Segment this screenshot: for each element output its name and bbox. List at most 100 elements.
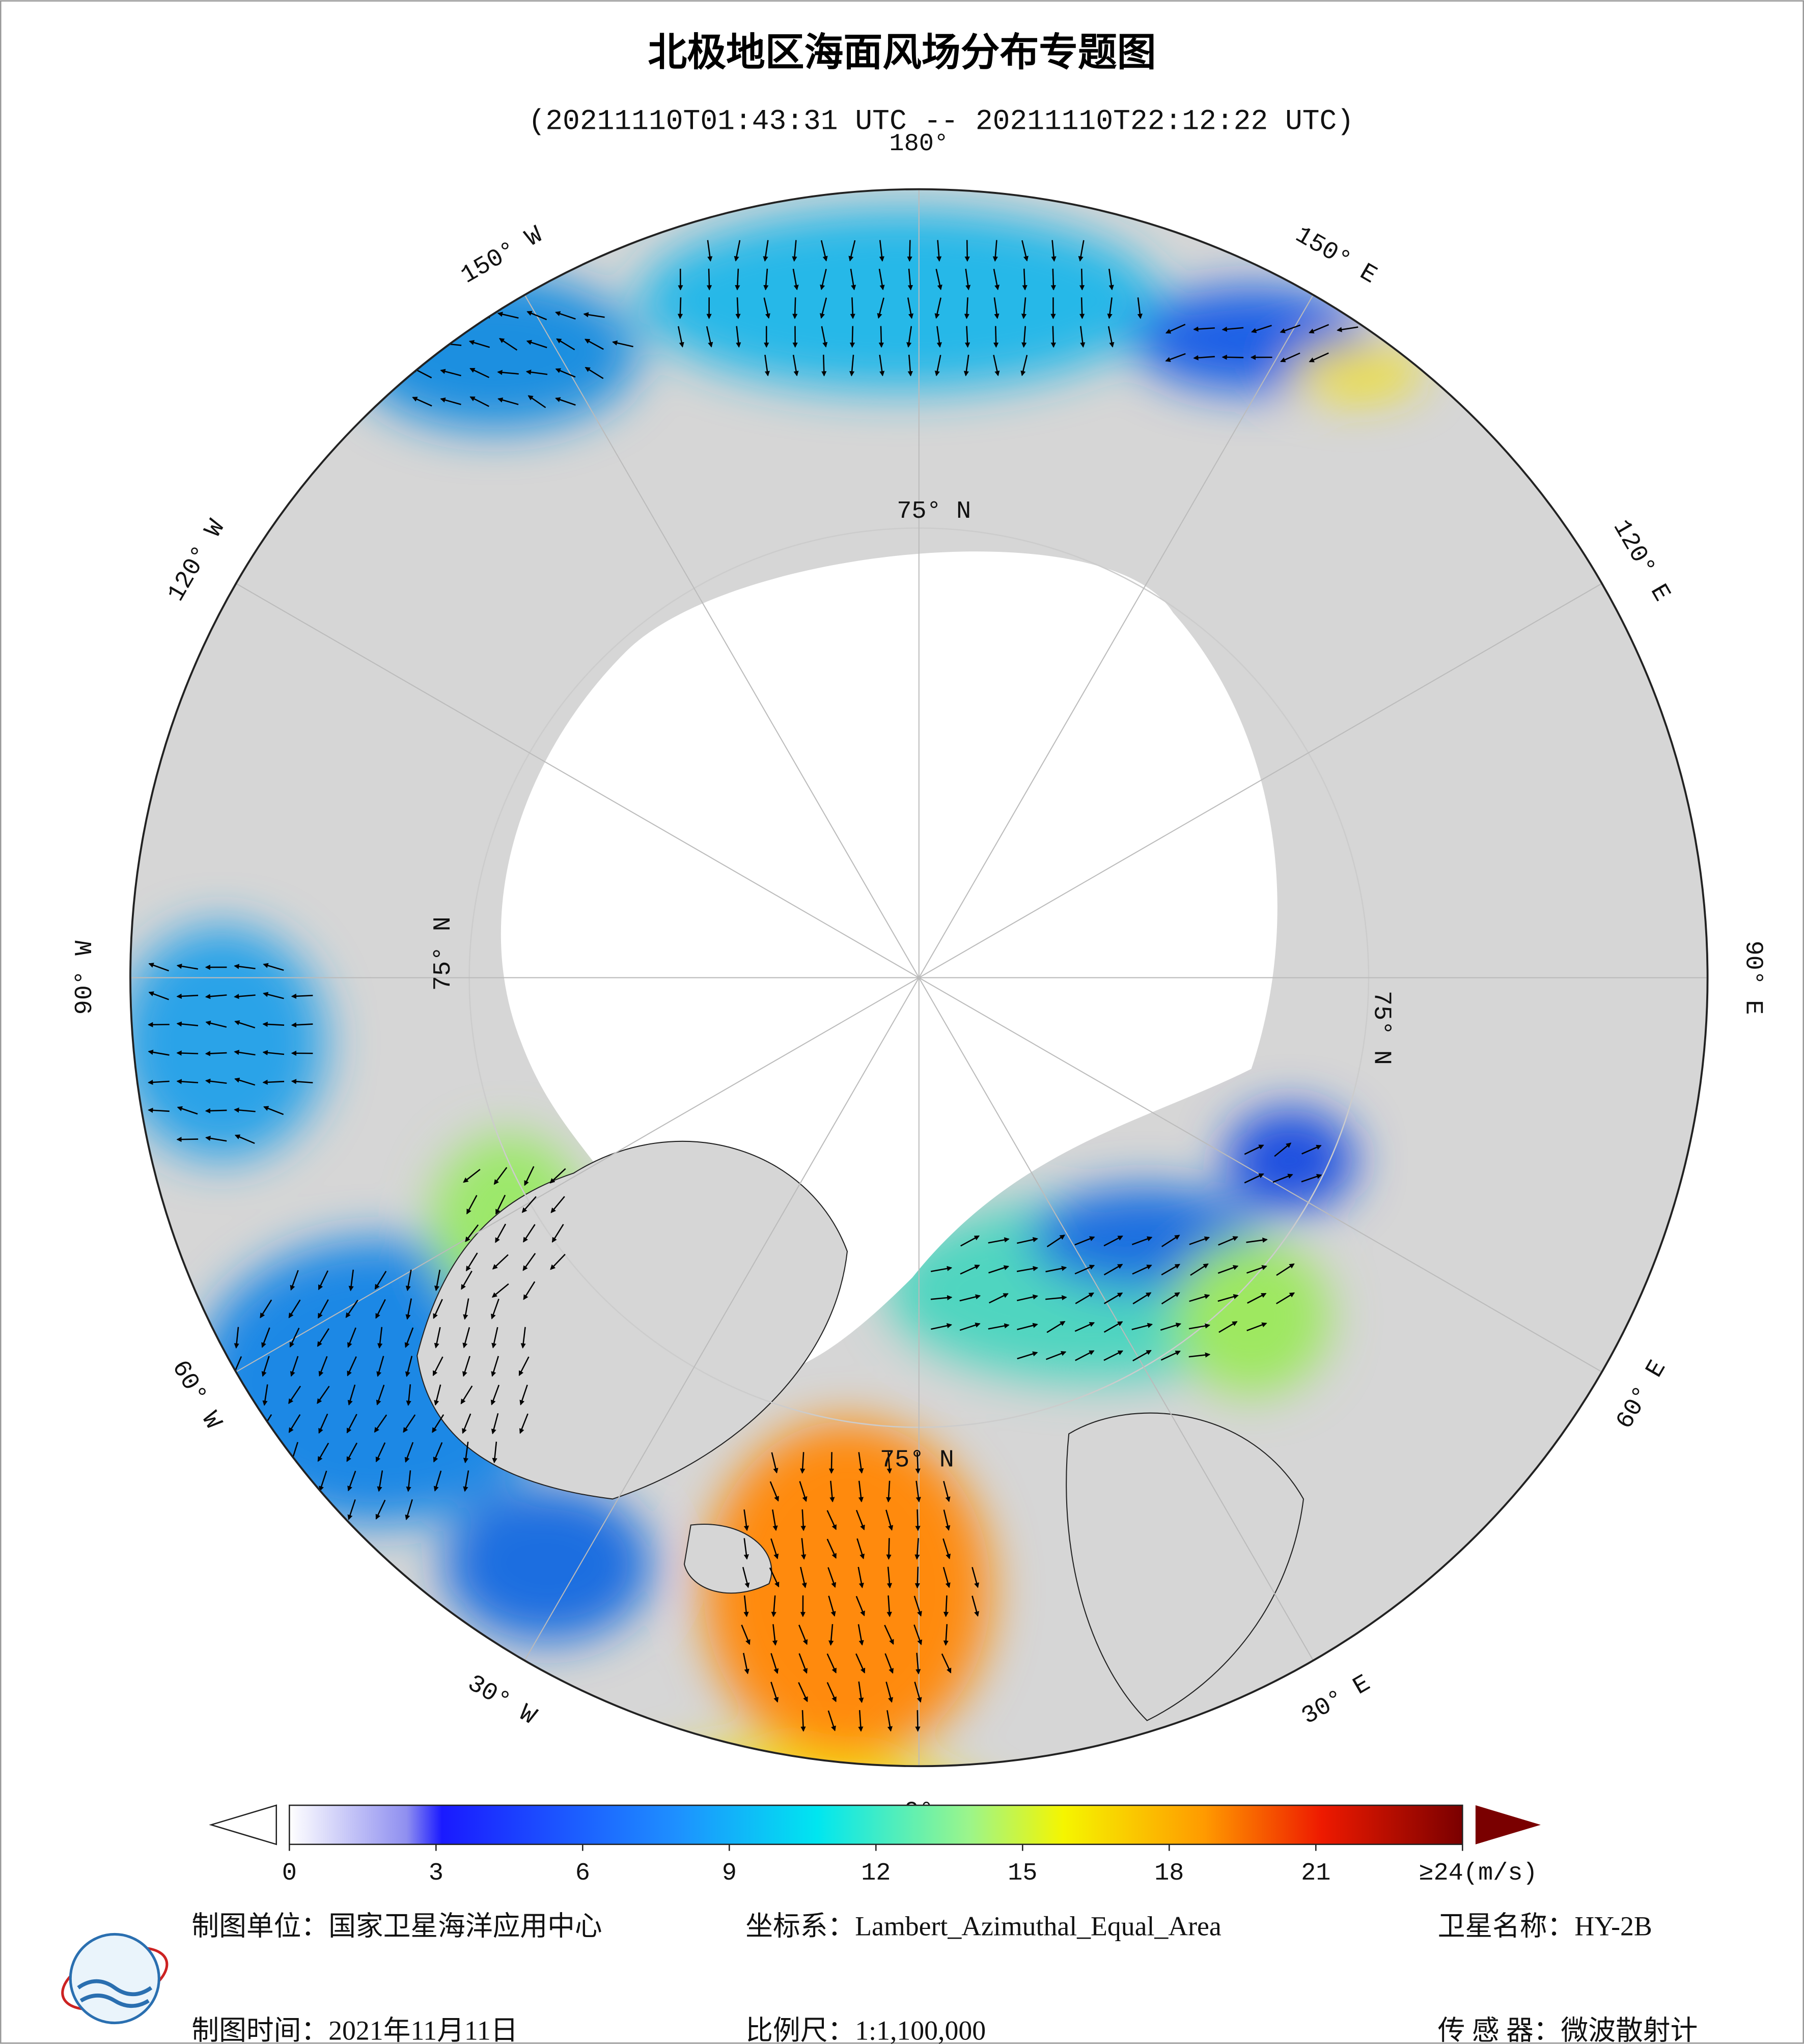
wind-arrow <box>434 1384 441 1406</box>
wind-arrow <box>465 1224 479 1242</box>
wind-arrow <box>1021 326 1027 348</box>
wind-arrow <box>857 1624 864 1646</box>
wind-arrow <box>432 1414 445 1433</box>
wind-arrow <box>1218 1236 1238 1246</box>
wind-arrow <box>798 1625 808 1645</box>
scandinavia <box>1066 1412 1305 1721</box>
wind-arrow <box>959 1294 981 1302</box>
wind-arrow <box>858 1681 864 1703</box>
wind-arrow <box>826 1510 837 1530</box>
wind-arrow <box>1309 352 1329 362</box>
latitude-label: 75° N <box>897 497 971 525</box>
wind-arrow <box>936 326 942 348</box>
wind-arrow <box>1165 353 1186 362</box>
wind-arrow <box>707 240 713 262</box>
wind-arrow <box>1274 1142 1292 1157</box>
colorbar-under <box>209 1804 277 1845</box>
wind-arrow <box>440 397 461 405</box>
title: 北极地区海面风场分布专题图 <box>648 30 1156 75</box>
wind-arrow <box>800 1566 807 1588</box>
wind-arrow <box>377 1470 383 1492</box>
wind-arrow <box>463 1168 481 1183</box>
wind-arrow <box>886 1595 892 1617</box>
latitude-label: 75° N <box>880 1446 954 1474</box>
footer-sensor: 传 感 器：微波散射计 <box>1438 2015 1698 2044</box>
wind-arrow <box>988 1323 1010 1330</box>
wind-arrow <box>1251 325 1272 333</box>
wind-arrow <box>177 1106 198 1115</box>
wind-arrow <box>829 1480 835 1503</box>
wind-arrow <box>1045 1266 1067 1273</box>
colorbar-tick-label: 3 <box>429 1859 443 1887</box>
wind-arrow <box>375 1442 386 1463</box>
wind-arrow <box>743 1595 749 1617</box>
wind-arrow <box>493 1167 508 1185</box>
wind-arrow <box>434 1327 441 1349</box>
wind-arrow <box>1188 1352 1211 1358</box>
wind-arrow <box>1246 1322 1267 1331</box>
wind-arrow <box>291 1022 313 1028</box>
wind-arrow <box>318 1356 328 1377</box>
footer-unit: 制图单位：国家卫星海洋应用中心 <box>191 1911 602 1942</box>
wind-arrow <box>735 268 740 291</box>
wind-arrow <box>551 1224 564 1243</box>
wind-arrow <box>850 268 856 291</box>
colorbar-tick-label: 21 <box>1301 1859 1330 1887</box>
wind-arrow <box>706 326 713 348</box>
wind-arrow <box>176 1136 199 1142</box>
wind-arrow <box>1075 1350 1095 1361</box>
wind-arrow <box>914 1682 922 1703</box>
footer-date: 制图时间：2021年11月11日 <box>191 2015 518 2044</box>
wind-arrow <box>519 1413 529 1434</box>
wind-arrow <box>234 1327 239 1349</box>
wind-arrow <box>346 1442 358 1462</box>
wind-arrow <box>345 1300 358 1319</box>
wind-arrow <box>317 1386 330 1404</box>
wind-arrow <box>1246 1237 1268 1243</box>
wind-arrow <box>263 992 284 999</box>
wind-arrow <box>1276 1263 1295 1276</box>
wind-arrow <box>964 297 969 319</box>
wind-arrow <box>1103 1264 1123 1276</box>
wind-arrow <box>826 1653 837 1674</box>
wind-arrow <box>1161 1235 1180 1247</box>
wind-arrow <box>528 395 546 408</box>
wind-arrow <box>148 1107 170 1113</box>
wind-arrow <box>403 1414 416 1433</box>
wind-arrow <box>1074 1236 1095 1246</box>
wind-arrow <box>317 1328 329 1347</box>
wind-arrow <box>858 1710 864 1732</box>
wind-arrow <box>490 1384 500 1406</box>
wind-arrow <box>877 297 884 319</box>
wind-arrow <box>263 1106 284 1115</box>
wind-arrow <box>556 338 575 351</box>
wind-arrow <box>821 354 827 377</box>
longitude-label: 90° E <box>1739 941 1767 1015</box>
wind-arrow <box>1079 268 1085 291</box>
wind-arrow <box>1017 1323 1038 1330</box>
wind-arrow <box>763 297 770 319</box>
wind-arrow <box>491 1283 509 1298</box>
wind-arrow <box>993 297 1000 319</box>
wind-arrow <box>433 1299 443 1319</box>
wind-arrow <box>1103 1350 1124 1361</box>
wind-arrow <box>936 240 942 262</box>
wind-arrow <box>828 1452 835 1474</box>
wind-arrow <box>930 1295 953 1301</box>
wind-arrow <box>205 1108 227 1114</box>
wind-arrow <box>405 1269 412 1292</box>
wind-arrow <box>1016 1237 1038 1244</box>
wind-arrow <box>347 1356 357 1377</box>
colorbar-tick-label: 18 <box>1154 1859 1184 1887</box>
wind-arrow <box>935 269 942 290</box>
wind-arrow <box>1045 1351 1067 1360</box>
wind-arrow <box>855 1653 866 1674</box>
wind-arrow <box>260 1299 272 1319</box>
wind-arrow <box>148 963 170 972</box>
wind-arrow <box>205 994 227 999</box>
wind-arrow <box>943 1595 949 1617</box>
wind-arrow <box>915 1653 921 1675</box>
wind-arrow <box>261 1356 270 1377</box>
wind-arrow <box>497 370 519 375</box>
wind-arrow <box>526 311 547 321</box>
